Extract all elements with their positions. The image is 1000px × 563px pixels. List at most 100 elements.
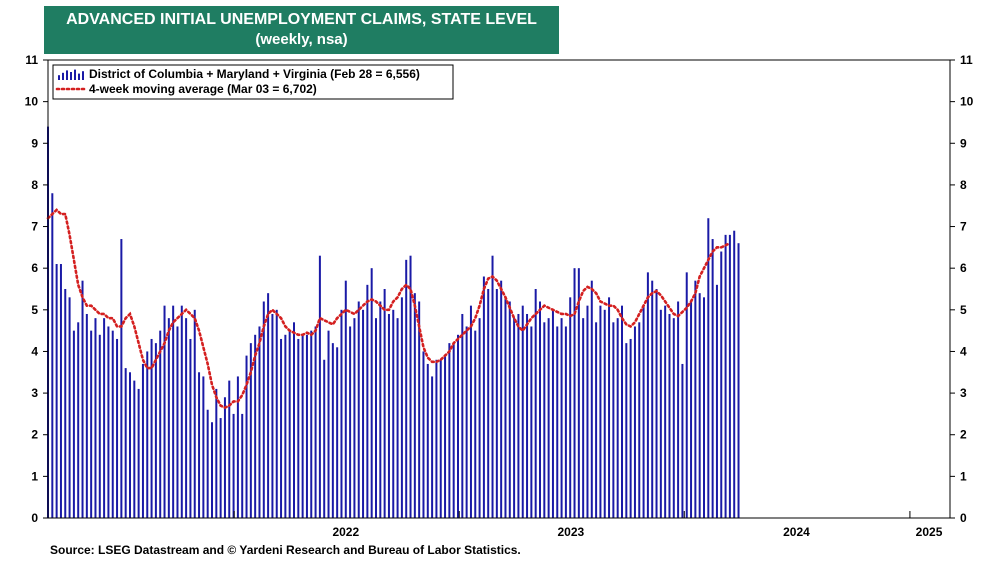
bar [551, 309, 554, 518]
bar [340, 309, 343, 518]
bar [685, 272, 688, 518]
bar [301, 334, 304, 518]
bar [681, 363, 684, 518]
bar [474, 330, 477, 518]
bar [564, 326, 567, 518]
legend-label-bars: District of Columbia + Maryland + Virgin… [89, 67, 420, 81]
legend-bar-mark [82, 71, 84, 80]
bar [387, 313, 390, 518]
bar [426, 363, 429, 518]
bar [176, 326, 179, 518]
y-tick-label-right: 1 [960, 469, 967, 483]
x-tick-label: 2023 [557, 525, 584, 539]
y-tick-label-right: 7 [960, 220, 967, 234]
bar [241, 413, 244, 518]
bar [431, 376, 434, 518]
bar [487, 289, 490, 518]
bar [625, 343, 628, 518]
bar [51, 193, 54, 519]
legend-bar-mark [78, 73, 80, 80]
bar [720, 251, 723, 518]
bar [94, 318, 97, 518]
bar [180, 305, 183, 518]
bar [150, 338, 153, 518]
bar [211, 422, 213, 518]
bar [349, 326, 352, 518]
bar [513, 318, 516, 518]
bar [603, 309, 606, 518]
y-tick-label-left: 10 [25, 95, 39, 109]
bar [357, 301, 360, 518]
bar [560, 318, 563, 518]
bar [228, 380, 231, 518]
bar [215, 388, 218, 518]
bar [262, 301, 265, 518]
bar [422, 351, 425, 518]
bar [728, 234, 731, 518]
bar [245, 355, 248, 518]
bar [690, 301, 693, 518]
bar [418, 301, 421, 518]
bar [534, 289, 537, 518]
bar [405, 259, 408, 518]
bar [198, 372, 201, 518]
x-tick-label: 2024 [783, 525, 810, 539]
bar [582, 318, 585, 518]
y-tick-label-right: 3 [960, 386, 967, 400]
y-tick-label-right: 2 [960, 428, 967, 442]
bar [539, 301, 541, 518]
legend-bar-mark [74, 69, 76, 80]
bar [715, 284, 718, 518]
bar [133, 380, 136, 518]
bar [223, 397, 226, 518]
bar-series [47, 126, 740, 519]
bar [331, 343, 334, 518]
bar [163, 305, 166, 518]
bar [236, 376, 239, 518]
bar [383, 289, 386, 518]
bar [651, 280, 654, 518]
bar [98, 334, 101, 518]
chart-subtitle: (weekly, nsa) [255, 31, 348, 48]
y-tick-label-left: 11 [25, 53, 38, 67]
bar [396, 318, 399, 518]
y-tick-label-left: 4 [31, 344, 38, 358]
bar [55, 264, 58, 518]
bar [409, 255, 412, 518]
bar [107, 326, 110, 518]
y-tick-label-left: 5 [31, 303, 38, 317]
bar [336, 347, 339, 518]
bar [707, 218, 710, 518]
bar [621, 305, 623, 518]
bar [267, 293, 270, 518]
bar [323, 359, 326, 518]
bar [478, 318, 481, 518]
y-tick-label-right: 5 [960, 303, 967, 317]
bar [116, 338, 119, 518]
bar [284, 334, 287, 518]
bar [141, 363, 144, 518]
bar [327, 330, 330, 518]
bar [271, 313, 274, 518]
bar [124, 368, 127, 518]
bar [90, 330, 93, 518]
bar [465, 326, 468, 518]
bar [185, 318, 188, 518]
bar [703, 297, 705, 518]
bar-legend-icon [58, 69, 84, 80]
y-tick-label-left: 9 [31, 136, 38, 150]
moving-average-line [46, 208, 732, 410]
bar [435, 359, 438, 518]
y-tick-label-right: 6 [960, 261, 967, 275]
y-tick-label-right: 10 [960, 95, 974, 109]
bar [469, 305, 472, 518]
legend-box [52, 64, 454, 100]
bar [370, 268, 373, 518]
bar [310, 330, 313, 518]
bar [159, 330, 162, 518]
bar [111, 330, 114, 518]
bar [737, 243, 740, 518]
chart-title: ADVANCED INITIAL UNEMPLOYMENT CLAIMS, ST… [66, 11, 537, 28]
bar [664, 305, 667, 518]
